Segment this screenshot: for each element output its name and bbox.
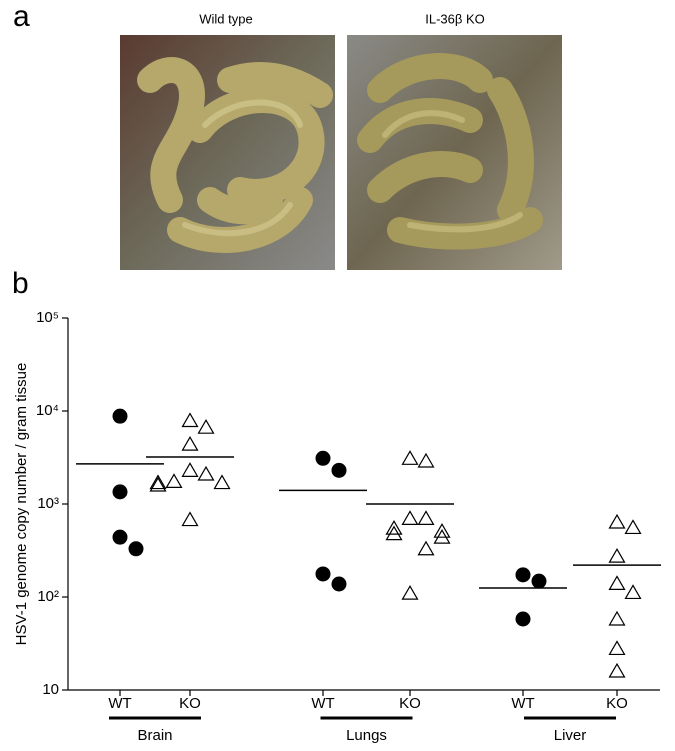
y-tick-label: 10⁴: [36, 402, 59, 419]
photo-caption: IL-36β KO: [425, 11, 485, 26]
point: [433, 522, 451, 538]
point: [149, 476, 167, 492]
point: [515, 611, 531, 627]
photo: [347, 35, 562, 270]
panel-label: b: [12, 267, 29, 300]
point: [112, 484, 128, 500]
point: [181, 511, 199, 527]
point: [315, 450, 331, 466]
point: [112, 529, 128, 545]
point: [401, 510, 419, 526]
point: [149, 474, 167, 490]
point: [401, 450, 419, 465]
point: [608, 610, 626, 626]
point: [401, 584, 419, 600]
point: [315, 566, 331, 582]
point: [531, 573, 547, 589]
point: [181, 462, 199, 477]
point: [331, 462, 347, 478]
point: [417, 510, 435, 526]
point: [213, 474, 231, 490]
x-tick-label: KO: [179, 695, 201, 712]
y-tick-label: 10³: [37, 495, 59, 512]
point: [433, 528, 451, 544]
y-tick-label: 10²: [37, 588, 59, 605]
photo: [120, 35, 335, 270]
point: [608, 662, 626, 678]
point: [417, 452, 435, 468]
y-tick-label: 10: [42, 681, 59, 698]
point: [385, 519, 403, 535]
point: [624, 519, 642, 535]
y-axis-label: HSV-1 genome copy number / gram tissue: [13, 363, 30, 646]
x-tick-label: WT: [511, 695, 534, 712]
point: [181, 435, 199, 451]
group-label: Brain: [137, 727, 172, 744]
point: [385, 525, 403, 541]
point: [515, 567, 531, 583]
point: [112, 408, 128, 424]
point: [608, 640, 626, 656]
point: [608, 547, 626, 563]
point: [624, 584, 642, 600]
group-label: Lungs: [346, 727, 387, 744]
panel-label: a: [13, 0, 30, 33]
point: [417, 540, 435, 556]
point: [165, 473, 183, 488]
point: [197, 465, 215, 481]
x-tick-label: WT: [108, 695, 131, 712]
point: [128, 541, 144, 557]
point: [608, 513, 626, 529]
point: [331, 576, 347, 592]
photo-caption: Wild type: [199, 11, 252, 26]
group-label: Liver: [554, 727, 587, 744]
x-tick-label: WT: [311, 695, 334, 712]
x-tick-label: KO: [606, 695, 628, 712]
point: [181, 412, 199, 428]
x-tick-label: KO: [399, 695, 421, 712]
point: [197, 418, 215, 434]
point: [608, 575, 626, 591]
y-tick-label: 10⁵: [36, 309, 59, 326]
